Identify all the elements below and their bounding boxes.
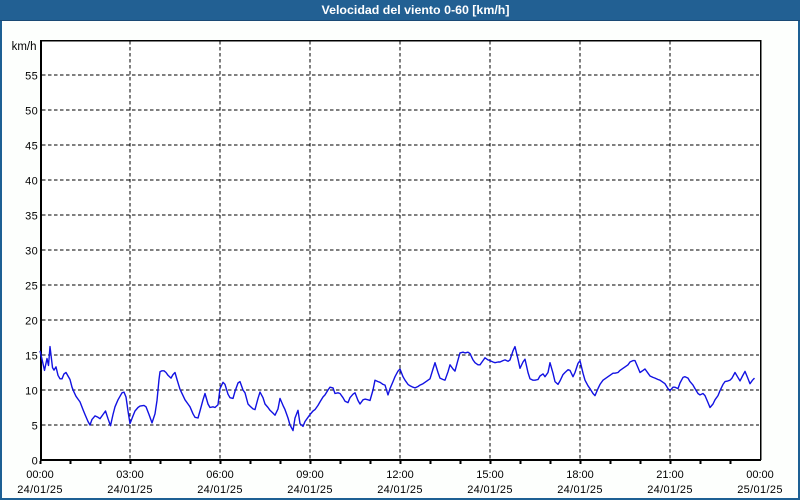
svg-text:40: 40 xyxy=(25,176,38,188)
svg-text:20: 20 xyxy=(25,316,38,328)
svg-text:55: 55 xyxy=(25,71,38,83)
svg-text:24/01/25: 24/01/25 xyxy=(17,484,63,496)
svg-text:24/01/25: 24/01/25 xyxy=(647,484,693,496)
svg-text:24/01/25: 24/01/25 xyxy=(197,484,243,496)
svg-text:24/01/25: 24/01/25 xyxy=(107,484,153,496)
svg-text:09:00: 09:00 xyxy=(296,469,324,481)
svg-text:25: 25 xyxy=(25,281,38,293)
svg-text:24/01/25: 24/01/25 xyxy=(557,484,603,496)
svg-text:45: 45 xyxy=(25,141,38,153)
svg-text:25/01/25: 25/01/25 xyxy=(737,484,783,496)
svg-text:30: 30 xyxy=(25,246,38,258)
svg-text:21:00: 21:00 xyxy=(656,469,684,481)
svg-text:15: 15 xyxy=(25,351,38,363)
svg-text:50: 50 xyxy=(25,106,38,118)
svg-text:0: 0 xyxy=(32,456,38,468)
svg-text:24/01/25: 24/01/25 xyxy=(287,484,333,496)
svg-text:12:00: 12:00 xyxy=(386,469,414,481)
svg-text:5: 5 xyxy=(32,421,38,433)
svg-text:24/01/25: 24/01/25 xyxy=(377,484,423,496)
svg-text:24/01/25: 24/01/25 xyxy=(467,484,513,496)
svg-text:35: 35 xyxy=(25,211,38,223)
svg-text:10: 10 xyxy=(25,386,38,398)
svg-text:15:00: 15:00 xyxy=(476,469,504,481)
svg-text:18:00: 18:00 xyxy=(566,469,594,481)
svg-text:km/h: km/h xyxy=(12,41,37,53)
svg-text:00:00: 00:00 xyxy=(26,469,54,481)
svg-text:06:00: 06:00 xyxy=(206,469,234,481)
svg-text:03:00: 03:00 xyxy=(116,469,144,481)
svg-text:00:00: 00:00 xyxy=(746,469,774,481)
